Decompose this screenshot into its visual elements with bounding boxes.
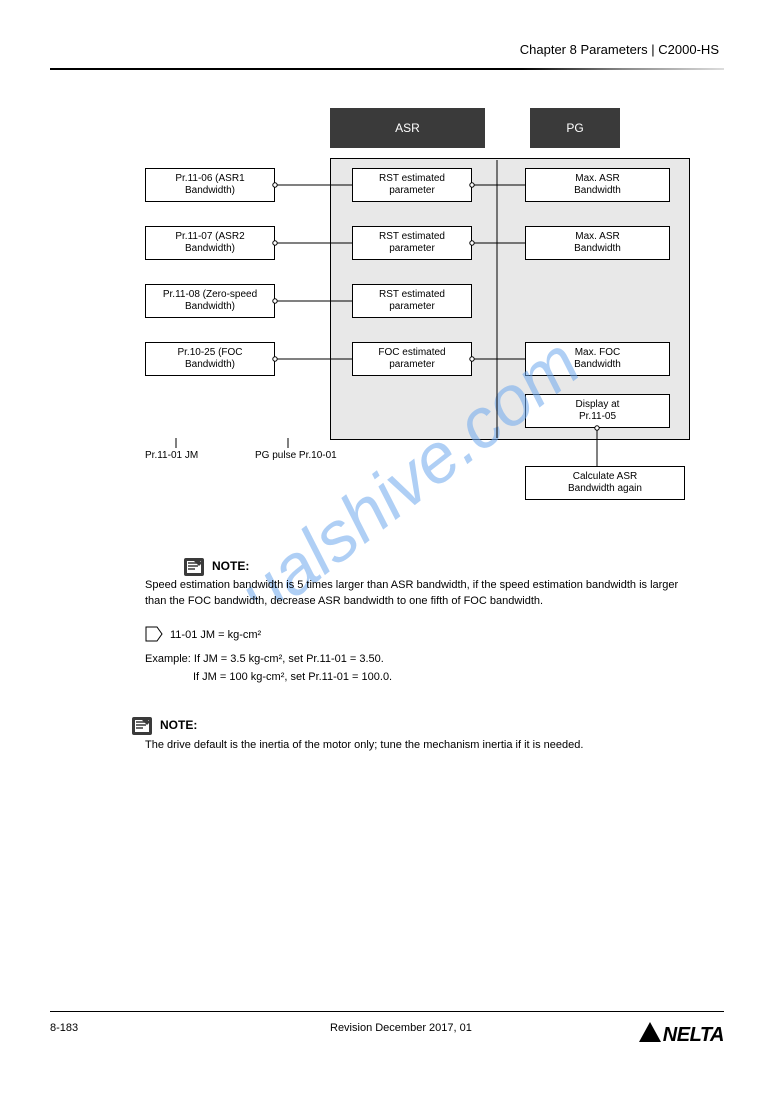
diagram-right-1-l1: Max. ASR xyxy=(575,231,619,244)
diagram-right-1-l2: Bandwidth xyxy=(574,243,621,256)
diagram-left-2: Pr.11-08 (Zero-speed Bandwidth) xyxy=(145,284,275,318)
diagram-right-4-l2: Pr.11-05 xyxy=(579,411,616,424)
diagram-left-2-l1: Pr.11-08 (Zero-speed xyxy=(163,289,257,302)
diagram-right-1: Max. ASR Bandwidth xyxy=(525,226,670,260)
diagram-mid-1: RST estimated parameter xyxy=(352,226,472,260)
page-header: Chapter 8 Parameters | C2000-HS xyxy=(520,42,719,57)
footer-page: 8-183 xyxy=(50,1022,78,1034)
footer-logo: NELTA xyxy=(639,1022,724,1048)
diagram-mid-0-l1: RST estimated xyxy=(379,173,445,186)
footer-rule xyxy=(50,1011,724,1012)
diagram-mid-1-l1: RST estimated xyxy=(379,231,445,244)
header-sep: | xyxy=(651,42,654,57)
note1-heading: NOTE: xyxy=(212,558,249,575)
example-2: If JM = 100 kg-cm², set Pr.11-01 = 100.0… xyxy=(193,670,693,686)
diagram-left-3-l2: Bandwidth) xyxy=(185,359,235,372)
diagram-left-1-l2: Bandwidth) xyxy=(185,243,235,256)
diagram-left-2-l2: Bandwidth) xyxy=(185,301,235,314)
diagram-right-3-l2: Bandwidth xyxy=(574,359,621,372)
diagram-mid-2: RST estimated parameter xyxy=(352,284,472,318)
diagram-right-3: Max. FOC Bandwidth xyxy=(525,342,670,376)
label-pg: PG pulse Pr.10-01 xyxy=(255,450,337,461)
diagram-left-3: Pr.10-25 (FOC Bandwidth) xyxy=(145,342,275,376)
diagram-mid-3-l2: parameter xyxy=(389,359,435,372)
header-rule xyxy=(50,68,724,70)
diagram-mid-1-l2: parameter xyxy=(389,243,435,256)
diagram-right-0-l1: Max. ASR xyxy=(575,173,619,186)
diagram-left-1: Pr.11-07 (ASR2 Bandwidth) xyxy=(145,226,275,260)
diagram-out-l2: Bandwidth again xyxy=(568,483,642,496)
diagram-out-l1: Calculate ASR xyxy=(573,471,637,484)
diagram-right-4: Display at Pr.11-05 xyxy=(525,394,670,428)
footer-revision: Revision December 2017, 01 xyxy=(330,1022,472,1034)
diagram-right-0-l2: Bandwidth xyxy=(574,185,621,198)
diagram-right-4-l1: Display at xyxy=(576,399,620,412)
diagram-out: Calculate ASR Bandwidth again xyxy=(525,466,685,500)
diagram-left-1-l1: Pr.11-07 (ASR2 xyxy=(175,231,244,244)
header-chapter: Chapter 8 Parameters xyxy=(520,42,648,57)
diagram-left-0: Pr.11-06 (ASR1 Bandwidth) xyxy=(145,168,275,202)
note2-body: The drive default is the inertia of the … xyxy=(145,738,690,754)
diagram-mid-2-l1: RST estimated xyxy=(379,289,445,302)
delta-triangle-icon xyxy=(639,1022,661,1048)
note2-heading: NOTE: xyxy=(160,717,197,734)
d-tag-icon xyxy=(145,626,163,642)
asr-header: ASR xyxy=(330,108,485,148)
diagram-mid-0: RST estimated parameter xyxy=(352,168,472,202)
note1-body: Speed estimation bandwidth is 5 times la… xyxy=(145,578,690,610)
diagram-left-0-l1: Pr.11-06 (ASR1 xyxy=(175,173,244,186)
diagram-left-3-l1: Pr.10-25 (FOC xyxy=(177,347,242,360)
note-icon-2 xyxy=(130,714,154,738)
diagram-mid-0-l2: parameter xyxy=(389,185,435,198)
diagram-mid-2-l2: parameter xyxy=(389,301,435,314)
footer-logo-text: NELTA xyxy=(663,1024,724,1047)
diagram-mid-3: FOC estimated parameter xyxy=(352,342,472,376)
diagram-left-0-l2: Bandwidth) xyxy=(185,185,235,198)
diagram-mid-3-l1: FOC estimated xyxy=(378,347,445,360)
jm-unit: 11-01 JM = kg-cm² xyxy=(170,628,261,644)
diagram-right-3-l1: Max. FOC xyxy=(575,347,621,360)
note-icon-1 xyxy=(182,555,206,579)
diagram-right-0: Max. ASR Bandwidth xyxy=(525,168,670,202)
pg-header: PG xyxy=(530,108,620,148)
example-1: Example: If JM = 3.5 kg-cm², set Pr.11-0… xyxy=(145,652,690,668)
label-jm: Pr.11-01 JM xyxy=(145,450,198,461)
header-product: C2000-HS xyxy=(658,42,719,57)
